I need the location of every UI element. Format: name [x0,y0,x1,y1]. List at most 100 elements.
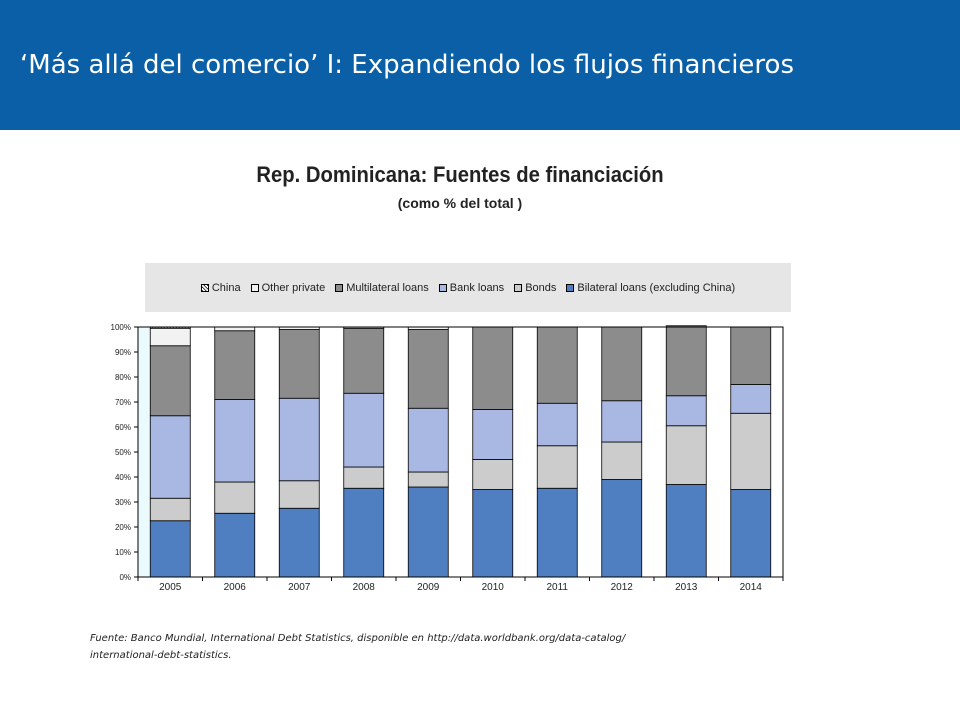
bar-segment-bonds [278,480,320,509]
bar-segment-bonds [665,425,707,485]
x-tick-label: 2012 [611,582,634,593]
bar-segment-multilateral-loans [536,326,578,404]
x-tick-label: 2013 [675,582,698,593]
bar-segment-bilateral-loans [536,487,578,578]
bar-segment-bilateral-loans [407,486,449,578]
bar-segment-bilateral-loans [278,507,320,578]
bar-segment-bilateral-loans [665,484,707,578]
bar-segment-bank-loans [214,399,256,483]
chart-legend: China Other private Multilateral loans Bank… [145,263,791,312]
x-tick-label: 2006 [224,582,247,593]
bar-segment-bank-loans [536,402,578,447]
bar-segment-bank-loans [665,395,707,427]
legend-swatch [250,283,259,292]
bar-segment-bank-loans [149,415,191,499]
bar-segment-bonds [343,466,385,489]
category-gap [641,327,667,577]
bar-segment-bilateral-loans [343,487,385,578]
category-gap [254,327,280,577]
legend-item-multilateral-loans: Multilateral loans [335,282,429,294]
legend-swatch [200,283,209,292]
chart-subtitle: (como % del total ) [397,195,523,211]
y-tick-label: 30% [115,498,131,507]
y-tick-label: 60% [115,423,131,432]
bar-segment-other-private [214,326,256,332]
legend-label: Other private [261,281,326,294]
legend-item-bonds: Bonds [514,282,556,294]
chart-title: Rep. Dominicana: Fuentes de financiación [256,162,664,187]
category-gap [577,327,602,577]
x-tick-label: 2010 [482,582,505,593]
bar-segment-bonds [407,471,449,488]
legend-label: Multilateral loans [346,281,429,294]
bar-segment-bank-loans [730,384,772,414]
bar-segment-bilateral-loans [149,520,191,578]
y-tick-label: 100% [111,323,131,332]
bar-segment-bank-loans [407,407,449,473]
bar-segment-bilateral-loans [601,479,643,578]
bar-segment-bilateral-loans [472,489,514,578]
legend-label: China [211,281,241,294]
bar-segment-bonds [472,459,514,490]
bar-segment-multilateral-loans [343,327,385,394]
bar-segment-bonds [536,445,578,489]
plot-border [137,326,784,578]
source-line-2: international-debt-statistics. [90,650,232,661]
legend-item-bilateral-loans: Bilateral loans (excluding China) [566,282,735,294]
bar-segment-bonds [601,441,643,480]
category-gap [383,327,409,577]
x-tick-label: 2009 [417,582,440,593]
bar-segment-bonds [730,412,772,490]
y-tick-label: 90% [115,348,131,357]
bar-segment-bonds [149,497,191,522]
source-line-1: Fuente: Banco Mundial, International Deb… [90,633,626,644]
category-gap [319,327,344,577]
legend-label: Bonds [525,281,557,294]
y-tick-label: 40% [115,473,131,482]
legend-item-other-private: Other private [250,281,326,294]
bar-segment-other-private [149,327,191,347]
legend-swatch [514,283,523,292]
category-gap [706,327,731,577]
y-tick-label: 10% [115,548,131,557]
bar-segment-bank-loans [278,397,320,482]
bar-segment-bilateral-loans [730,489,772,578]
y-tick-label: 80% [115,373,131,382]
slide-title: ‘Más allá del comercio’ I: Expandiendo l… [20,50,794,80]
bar-segment-bonds [214,481,256,514]
bar-segment-multilateral-loans [730,326,772,385]
y-tick-label: 70% [115,398,131,407]
bar-segment-bank-loans [343,392,385,468]
category-gap [190,327,215,577]
x-tick-label: 2007 [288,582,311,593]
x-tick-label: 2011 [546,582,568,593]
x-tick-label: 2008 [353,582,376,593]
x-tick-label: 2014 [740,582,763,593]
header-bar: ‘Más allá del comercio’ I: Expandiendo l… [0,0,960,130]
y-tick-label: 0% [119,573,131,582]
y-tick-label: 50% [115,448,131,457]
bar-segment-multilateral-loans [472,326,514,410]
legend-swatch [438,283,447,292]
bar-segment-multilateral-loans [601,326,643,402]
bar-segment-multilateral-loans [665,325,707,397]
bar-segment-bank-loans [601,400,643,443]
legend-item-china: China [200,281,241,294]
bar-segment-multilateral-loans [214,330,256,400]
category-gap [448,327,473,577]
category-gap [512,327,538,577]
x-tick-label: 2005 [159,582,182,593]
bar-segment-bilateral-loans [214,512,256,578]
bar-segment-multilateral-loans [407,329,449,409]
bar-segment-multilateral-loans [278,329,320,399]
bar-segment-multilateral-loans [149,345,191,417]
bar-segment-bank-loans [472,409,514,460]
legend-swatch [335,283,344,292]
legend-item-bank-loans: Bank loans [438,281,505,294]
source-note: Fuente: Banco Mundial, International Deb… [90,630,790,664]
legend-label: Bank loans [449,281,505,294]
y-tick-label: 20% [115,523,131,532]
legend-swatch [566,283,575,292]
legend-label: Bilateral loans (excluding China) [577,281,736,294]
